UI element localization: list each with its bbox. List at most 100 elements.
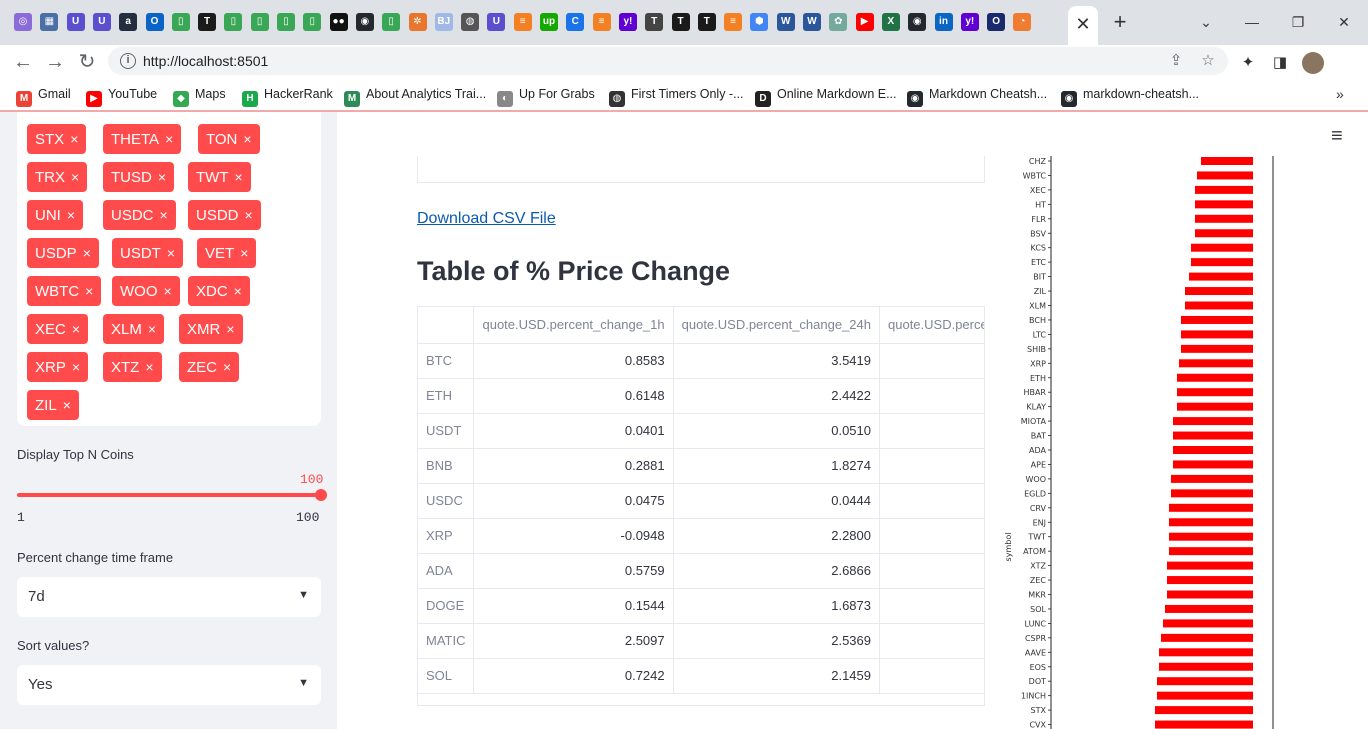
dots-icon[interactable]: ✲ [408,13,427,31]
word-icon[interactable]: W [803,13,821,31]
side-panel-icon[interactable]: ◨ [1272,54,1288,71]
excel-icon[interactable]: X [881,13,900,31]
linkedin-icon[interactable]: in [934,13,953,31]
bookmark-item[interactable]: M About Analytics Trai... [344,83,486,107]
close-tab-icon[interactable]: ✕ [1075,14,1091,34]
upwork-icon[interactable]: up [540,13,558,31]
green-doc-icon[interactable]: ▯ [277,13,295,31]
tab-search-icon[interactable]: ⌄ [1200,14,1212,30]
udacity-icon[interactable]: U [487,13,506,31]
table-row[interactable]: ADA 0.5759 2.6866 [418,553,984,589]
remove-chip-icon[interactable]: × [62,397,71,413]
bookmark-item[interactable]: D Online Markdown E... [755,83,897,107]
column-header[interactable]: quote.USD.percent_change_24h [673,307,881,344]
green-doc-icon[interactable]: ▯ [382,13,401,31]
green-doc-icon[interactable]: ▯ [171,13,190,31]
back-button[interactable]: ← [13,51,33,73]
remove-chip-icon[interactable]: × [163,283,172,299]
bookmark-item[interactable]: ◍ First Timers Only -... [609,83,744,107]
remove-chip-icon[interactable]: × [166,245,176,261]
slider-thumb[interactable] [315,489,327,501]
coin-chip[interactable]: USDP × [27,238,99,268]
udacity-icon[interactable]: U [66,13,85,31]
menu-icon[interactable]: ≡ [1331,125,1343,147]
bookmark-item[interactable]: ▶ YouTube [86,83,157,107]
remove-chip-icon[interactable]: × [71,359,81,375]
remove-chip-icon[interactable]: × [71,321,81,337]
remove-chip-icon[interactable]: × [147,321,157,337]
medium-icon[interactable]: ●● [329,13,348,31]
share-icon[interactable]: ⇪ [1169,52,1183,69]
coin-chip[interactable]: XDC × [188,276,250,306]
coin-chip[interactable]: TUSD × [103,162,175,192]
coin-chip[interactable]: WBTC × [27,276,102,306]
remove-chip-icon[interactable]: × [234,169,243,185]
amazon-icon[interactable]: a [119,13,138,31]
coin-chip[interactable]: STX × [27,124,87,154]
stackoverflow-icon[interactable]: ≡ [592,13,611,31]
chatgpt-icon[interactable]: ✿ [829,13,848,31]
table-row[interactable]: BNB 0.2881 1.8274 [418,448,984,484]
coin-chip[interactable]: XLM × [103,314,165,344]
address-bar[interactable]: i http://localhost:8501 ⇪ ☆ [108,47,1228,75]
column-header[interactable]: quote.USD.percent_change_1h [473,307,674,344]
coin-chip[interactable]: XRP × [27,352,89,382]
remove-chip-icon[interactable]: × [70,131,79,147]
column-header[interactable] [418,307,475,344]
coin-chip[interactable]: VET × [197,238,257,268]
remove-chip-icon[interactable]: × [85,283,94,299]
reload-button[interactable]: ↻ [78,51,96,73]
t-icon[interactable]: T [671,13,690,31]
timeframe-select[interactable]: 7d ▼ [17,577,321,617]
coin-chip[interactable]: USDT × [112,238,184,268]
chart-icon[interactable]: ▦ [40,13,59,31]
table-row[interactable]: BTC 0.8583 3.5419 [418,343,984,379]
table-row[interactable]: SOL 0.7242 2.1459 [418,658,984,694]
bj-icon[interactable]: BJ [434,13,453,31]
coin-chip[interactable]: XTZ × [103,352,162,382]
price-change-table[interactable]: quote.USD.percent_change_1h quote.USD.per… [417,306,985,706]
udacity-icon[interactable]: U [92,13,111,31]
coin-chip[interactable]: UNI × [27,200,84,230]
bookmark-star-icon[interactable]: ☆ [1201,52,1215,69]
forward-button[interactable]: → [45,51,65,73]
info-icon[interactable]: i [120,53,136,69]
coin-chip[interactable]: TRX × [27,162,88,192]
column-header[interactable]: quote.USD.percent_change_7d [879,307,984,344]
remove-chip-icon[interactable]: × [244,207,253,223]
green-doc-icon[interactable]: ▯ [250,13,269,31]
outlook-icon[interactable]: O [145,13,164,31]
stackoverflow-icon[interactable]: ≡ [513,13,532,31]
bookmark-item[interactable]: ◆ Maps [173,83,226,107]
bookmark-item[interactable]: ◐ Up For Grabs [497,83,595,107]
circle-icon[interactable]: O [987,13,1006,31]
remove-chip-icon[interactable]: × [66,207,76,223]
coin-chip[interactable]: ZIL × [27,390,79,420]
bookmark-item[interactable]: M Gmail [16,83,71,107]
coin-chip[interactable]: XEC × [27,314,89,344]
table-row[interactable]: USDC 0.0475 0.0444 [418,483,984,519]
extensions-icon[interactable]: ✦ [1241,54,1255,71]
remove-chip-icon[interactable]: × [145,359,154,375]
profile-avatar[interactable] [1302,52,1324,74]
github-icon[interactable]: ◉ [355,13,374,31]
t-icon[interactable]: T [697,13,716,31]
coin-multiselect[interactable]: STX × THETA × TON × TRX × TUSD × TWT × UNI × USDC × USDD… [17,112,321,426]
remove-chip-icon[interactable]: × [226,321,235,337]
download-csv-link[interactable]: Download CSV File [417,210,556,227]
yahoo-icon[interactable]: y! [960,13,979,31]
remove-chip-icon[interactable]: × [223,359,232,375]
remove-chip-icon[interactable]: × [82,245,91,261]
t-icon[interactable]: T [645,13,664,31]
remove-chip-icon[interactable]: × [243,131,252,147]
new-tab-button[interactable]: + [1113,9,1127,34]
table-row[interactable]: ETH 0.6148 2.4422 [418,378,984,414]
coin-chip[interactable]: USDC × [103,200,176,230]
coin-chip[interactable]: USDD × [188,200,261,230]
loading-icon[interactable]: ◔ [1013,13,1032,31]
green-doc-icon[interactable]: ▯ [303,13,322,31]
remove-chip-icon[interactable]: × [157,169,167,185]
maximize-button[interactable]: ❐ [1291,14,1305,30]
url-text[interactable]: http://localhost:8501 [143,53,269,69]
coin-chip[interactable]: ZEC × [179,352,240,382]
